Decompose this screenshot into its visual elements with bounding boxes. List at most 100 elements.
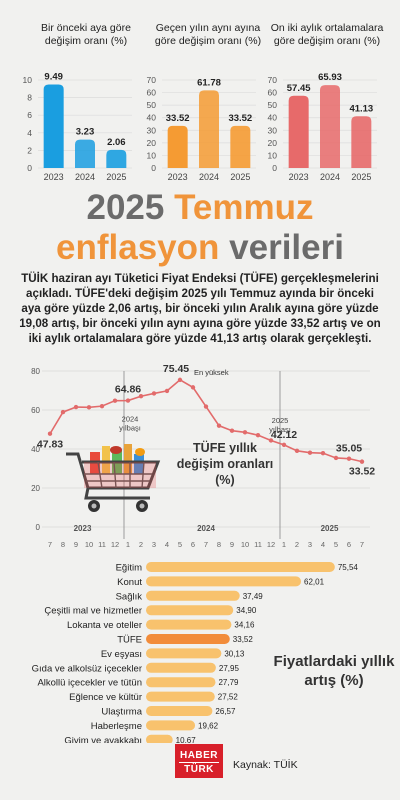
mini-bar-value: 33.52: [228, 113, 252, 124]
line-x-tick: 3: [308, 540, 312, 547]
bar-category-label: Ulaştırma: [101, 707, 142, 718]
mini-y-tick: 50: [147, 100, 157, 110]
line-x-tick: 11: [98, 540, 106, 547]
cpi-point: [203, 404, 209, 409]
line-x-tick: 6: [191, 540, 195, 547]
mini-y-tick: 10: [23, 75, 33, 85]
mini-y-tick: 10: [147, 150, 157, 160]
line-x-tick: 10: [85, 540, 93, 547]
bar-value-label: 10,67: [176, 736, 197, 743]
category-bar: [146, 706, 213, 716]
bar-category-label: Çeşitli mal ve hizmetler: [44, 606, 142, 617]
mini-bar: [288, 95, 309, 168]
mini-y-tick: 70: [147, 75, 157, 85]
source-label: Kaynak: TÜİK: [233, 759, 298, 771]
cpi-value-label: 35.05: [336, 443, 362, 455]
cpi-value-label: 42.12: [271, 429, 297, 441]
mini-y-tick: 20: [147, 138, 157, 148]
line-x-tick: 2: [139, 540, 143, 547]
cpi-point: [359, 459, 365, 464]
line-year-label: 2025: [321, 524, 339, 533]
category-bar: [146, 605, 234, 616]
bar-category-label: TÜFE: [117, 635, 142, 646]
line-x-tick: 8: [61, 540, 65, 547]
line-x-tick: 1: [282, 540, 286, 547]
mini-x-tick: 2025: [230, 172, 250, 182]
cpi-point: [307, 450, 313, 455]
mini-y-tick: 10: [268, 150, 278, 160]
cpi-point: [177, 377, 183, 383]
mini-chart-2-title: Geçen yılın aynı ayına göre değişim oran…: [154, 22, 262, 47]
line-year-label: 2023: [74, 524, 92, 533]
category-bar: [146, 576, 302, 587]
mini-y-tick: 8: [27, 93, 32, 103]
cpi-point: [60, 409, 66, 415]
cpi-point: [229, 428, 235, 433]
mini-x-tick: 2024: [75, 172, 95, 182]
mini-y-tick: 0: [151, 163, 156, 173]
mini-bar: [167, 125, 188, 168]
shopping-cart-icon: [66, 444, 161, 512]
mini-bar-value: 57.45: [287, 83, 311, 94]
line-chart-title: TÜFE yıllık değişim oranları (%): [176, 441, 274, 487]
line-x-tick: 7: [204, 540, 208, 547]
mini-y-tick: 2: [27, 145, 32, 155]
mini-chart-1-title: Bir önceki aya göre değişim oranı (%): [41, 22, 131, 47]
bar-value-label: 62,01: [304, 577, 325, 586]
y2025-annotation: 2025: [272, 416, 289, 425]
cpi-value-label: 33.52: [349, 466, 375, 478]
line-x-tick: 9: [230, 540, 234, 547]
line-x-tick: 12: [267, 540, 275, 547]
cpi-point: [255, 432, 261, 438]
mini-y-tick: 20: [268, 138, 278, 148]
line-x-tick: 11: [254, 540, 262, 547]
line-x-tick: 9: [74, 540, 78, 547]
cpi-value-label: 75.45: [163, 363, 189, 375]
cpi-value-label: 64.86: [115, 384, 141, 396]
line-x-tick: 8: [217, 540, 221, 547]
line-x-tick: 10: [241, 540, 249, 547]
bar-value-label: 26,57: [215, 707, 236, 716]
bar-category-label: Lokanta ve oteller: [67, 620, 142, 631]
cpi-point: [333, 455, 339, 461]
mini-x-tick: 2025: [351, 172, 371, 182]
bar-category-label: Sağlık: [116, 591, 143, 602]
mini-x-tick: 2024: [199, 172, 219, 182]
mini-bar: [351, 116, 372, 168]
headline-year: 2025: [86, 188, 165, 227]
mini-x-tick: 2023: [168, 172, 188, 182]
cpi-point: [73, 404, 79, 410]
line-x-tick: 12: [111, 540, 119, 547]
category-bar: [146, 720, 196, 731]
line-y-tick: 60: [31, 406, 40, 415]
mini-bar: [106, 149, 127, 168]
mini-bar-value: 61.78: [197, 77, 221, 88]
bar-category-label: Konut: [117, 577, 142, 588]
line-x-tick: 1: [126, 540, 130, 547]
line-x-tick: 3: [152, 540, 156, 547]
bar-value-label: 27,95: [219, 664, 240, 673]
mini-bar: [320, 85, 340, 168]
line-x-tick: 4: [165, 540, 169, 547]
mini-x-tick: 2024: [320, 172, 340, 182]
bar-category-label: Haberleşme: [91, 721, 142, 732]
bar-category-label: Alkollü içecekler ve tütün: [37, 678, 142, 689]
bar-value-label: 19,62: [198, 721, 219, 730]
mini-y-tick: 4: [27, 128, 32, 138]
mini-y-tick: 0: [27, 163, 32, 173]
category-bar: [146, 634, 230, 644]
cpi-point: [268, 438, 274, 443]
mini-chart-3-title: On iki aylık ortalamalara göre değişim o…: [270, 22, 384, 47]
category-bar: [146, 662, 216, 673]
cpi-point: [47, 431, 53, 436]
line-x-tick: 2: [295, 540, 299, 547]
cpi-point: [216, 423, 222, 428]
y2024-annotation: yılbaşı: [119, 424, 141, 433]
headline-month: Temmuz: [174, 188, 314, 227]
bar-category-label: Gıda ve alkolsüz içecekler: [32, 663, 142, 674]
mini-bar-value: 41.13: [349, 103, 373, 114]
haberturk-logo: HABER TÜRK: [175, 744, 223, 778]
mini-bar: [75, 139, 95, 168]
headline-data: verileri: [229, 228, 344, 267]
lead-paragraph: TÜİK haziran ayı Tüketici Fiyat Endeksi …: [19, 272, 381, 345]
